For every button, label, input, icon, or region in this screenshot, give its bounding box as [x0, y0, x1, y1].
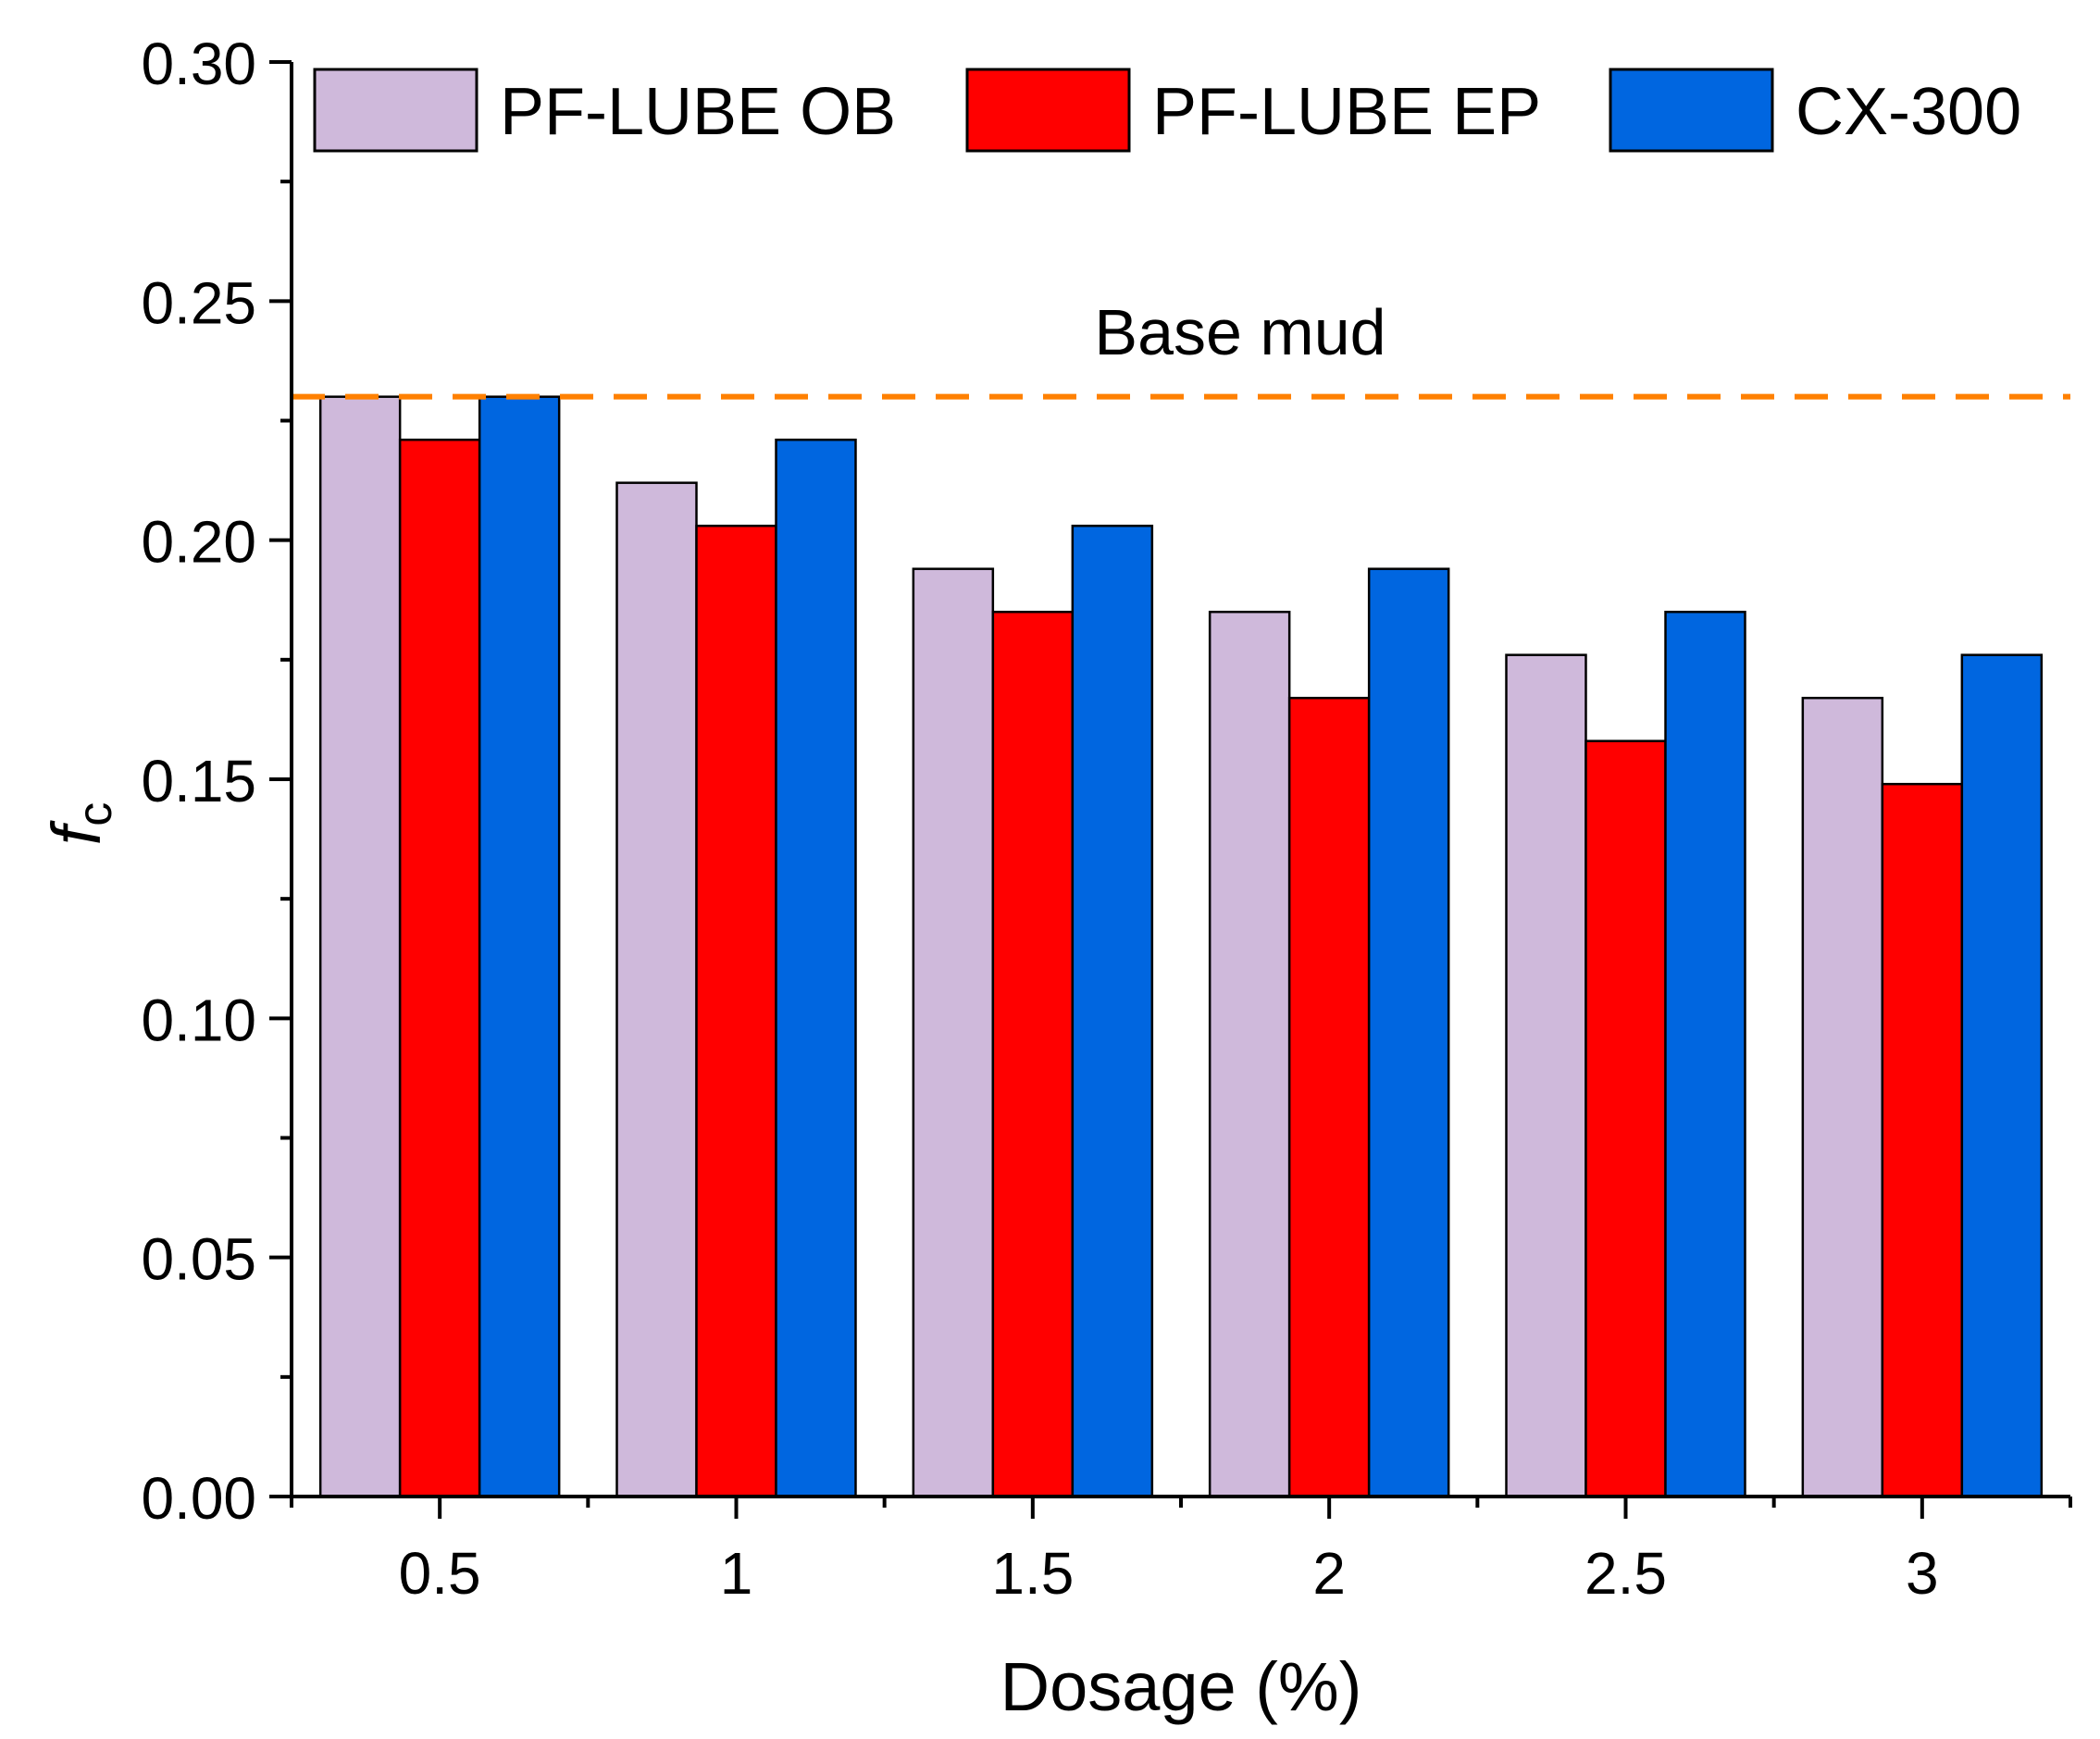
bar-pf-lube-ep-3 [1881, 782, 1964, 1498]
legend-swatch-1 [965, 68, 1131, 153]
axes-layer: 0.00 0.05 0.10 0.15 0.20 0.25 0.30 0.5 1 1.5 2 2.5 3 [141, 31, 2072, 1607]
base-mud-label: Base mud [1094, 296, 1386, 368]
legend-label-1: PF-LUBE EP [1152, 75, 1541, 149]
bar-pf-lube-ob-1 [615, 481, 698, 1498]
legend-label-2: CX-300 [1796, 75, 2021, 149]
x-tick-label: 2.5 [1584, 1540, 1667, 1607]
legend-label-0: PF-LUBE OB [500, 75, 896, 149]
x-axis-label: Dosage (%) [1000, 1648, 1362, 1725]
y-tick-label: 0.20 [141, 509, 256, 576]
x-tick-label: 3 [1906, 1540, 1939, 1607]
bar-cx-300-3 [1960, 653, 2044, 1498]
bar-cx-300-2-5 [1664, 610, 1746, 1498]
y-axis-label: fc [38, 802, 122, 846]
y-axis-label-subscript: c [68, 802, 122, 826]
legend: PF-LUBE OB PF-LUBE EP CX-300 [313, 68, 2021, 153]
bar-pf-lube-ob-3 [1801, 696, 1884, 1498]
y-tick-label: 0.25 [141, 269, 256, 336]
y-tick-label: 0.10 [141, 987, 256, 1053]
bar-cx-300-0-5 [478, 395, 561, 1498]
x-tick-label: 0.5 [399, 1540, 481, 1607]
bar-pf-lube-ep-1-5 [991, 610, 1075, 1498]
x-tick-label: 2 [1312, 1540, 1346, 1607]
bar-cx-300-1-5 [1071, 524, 1154, 1498]
bar-pf-lube-ep-2-5 [1584, 739, 1667, 1498]
x-tick-label: 1 [720, 1540, 753, 1607]
bar-pf-lube-ep-2 [1287, 696, 1371, 1498]
legend-swatch-2 [1609, 68, 1774, 153]
bar-cx-300-1 [775, 438, 857, 1498]
bar-pf-lube-ep-1 [695, 524, 777, 1498]
y-tick-label: 0.00 [141, 1465, 256, 1532]
y-tick-label: 0.15 [141, 748, 256, 814]
bar-pf-lube-ep-0-5 [398, 438, 481, 1498]
bar-pf-lube-ob-2-5 [1505, 653, 1587, 1498]
x-tick-label: 1.5 [991, 1540, 1074, 1607]
legend-swatch-0 [313, 68, 478, 153]
bar-pf-lube-ob-0-5 [318, 395, 402, 1498]
bars-layer [318, 395, 2044, 1498]
y-tick-label: 0.30 [141, 31, 256, 97]
bar-pf-lube-ob-2 [1208, 610, 1291, 1498]
y-tick-label: 0.05 [141, 1226, 256, 1293]
bar-pf-lube-ob-1-5 [912, 567, 995, 1498]
bar-cx-300-2 [1367, 567, 1450, 1498]
